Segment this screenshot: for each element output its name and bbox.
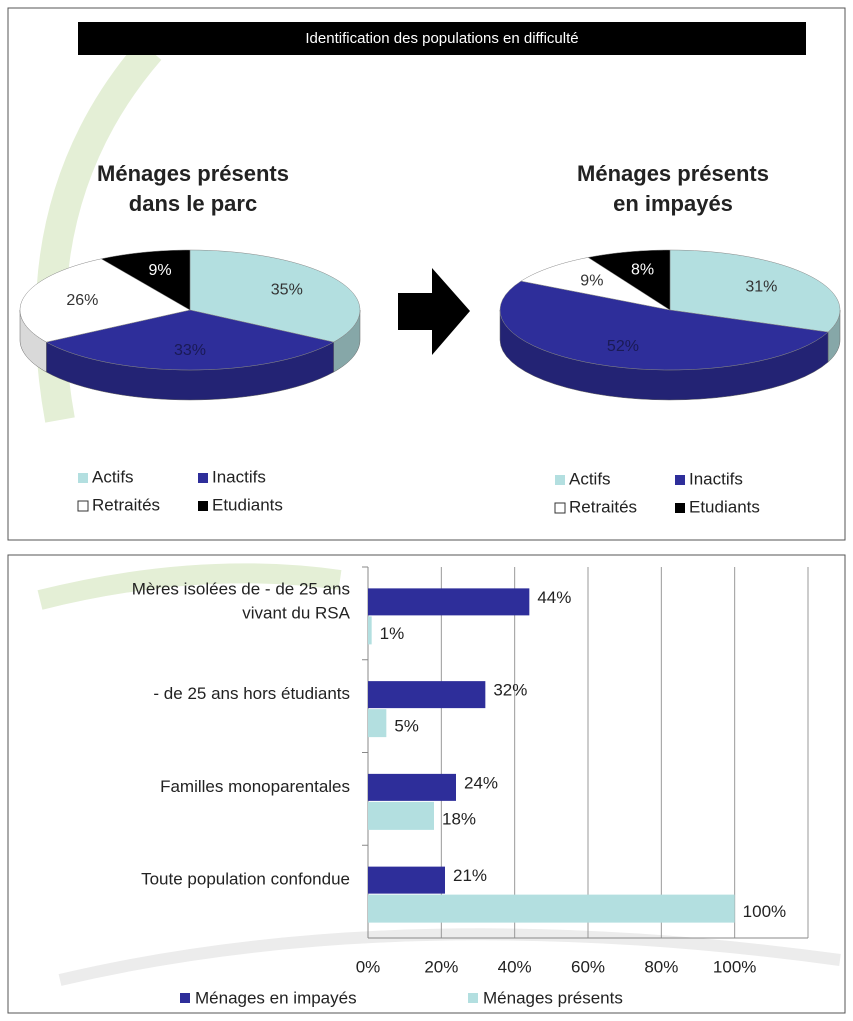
pie-value-label: 8%: [631, 262, 654, 279]
x-tick-label: 80%: [644, 957, 678, 976]
pie-value-label: 9%: [580, 272, 603, 289]
legend-swatch: [78, 473, 88, 483]
bar-value-label: 21%: [453, 866, 487, 885]
legend-swatch: [77, 500, 89, 512]
bar: [368, 801, 434, 830]
bar-value-label: 5%: [394, 717, 419, 736]
bar: [368, 681, 486, 709]
legend-swatch: [675, 503, 685, 513]
legend-swatch: [554, 502, 566, 514]
pie-slice: [189, 249, 361, 343]
pie-title: en impayés: [613, 191, 733, 216]
legend-label: Actifs: [569, 469, 611, 488]
legend-swatch: [180, 993, 190, 1003]
y-tick-label: - de 25 ans hors étudiants: [153, 685, 350, 704]
bar-value-label: 100%: [743, 902, 786, 921]
bar-value-label: 24%: [464, 773, 498, 792]
x-tick-label: 20%: [424, 957, 458, 976]
y-tick-label: Mères isolées de - de 25 ans vivant du RS…: [132, 580, 351, 623]
bar: [368, 773, 456, 801]
pie-value-label: 26%: [66, 292, 98, 309]
pie-slice: [499, 280, 829, 371]
header-title: Identification des populations en diffic…: [305, 30, 578, 47]
pie-slice: [100, 249, 191, 311]
pie-slice: [19, 258, 191, 343]
legend-label: Retraités: [92, 495, 160, 514]
bar-value-label: 18%: [442, 809, 476, 828]
bar: [368, 894, 735, 923]
pie-value-label: 9%: [148, 262, 171, 279]
pie-value-label: 35%: [271, 282, 303, 299]
legend-label: Etudiants: [212, 495, 283, 514]
legend-swatch: [198, 473, 208, 483]
y-tick-label: Toute population confondue: [141, 870, 350, 889]
legend-swatch: [675, 475, 685, 485]
arrow: [398, 268, 470, 355]
bar: [368, 709, 387, 738]
y-tick-label: Familles monoparentales: [160, 777, 350, 796]
legend-label: Inactifs: [689, 469, 743, 488]
pie-value-label: 31%: [745, 278, 777, 295]
pie-slice: [587, 249, 671, 311]
pie-title: Ménages présents: [577, 161, 769, 186]
bar: [368, 866, 445, 894]
pie-title: dans le parc: [129, 191, 257, 216]
legend-swatch: [555, 475, 565, 485]
legend-label: Inactifs: [212, 467, 266, 486]
x-tick-label: 60%: [571, 957, 605, 976]
legend-label: Ménages présents: [483, 988, 623, 1007]
legend-swatch: [468, 993, 478, 1003]
bar-value-label: 1%: [380, 624, 405, 643]
legend-label: Etudiants: [689, 497, 760, 516]
pie-slice: [520, 257, 671, 311]
x-tick-label: 40%: [498, 957, 532, 976]
pie-value-label: 52%: [607, 338, 639, 355]
title-bar: [78, 22, 806, 55]
legend-label: Ménages en impayés: [195, 988, 357, 1007]
x-tick-label: 100%: [713, 957, 756, 976]
legend-label: Retraités: [569, 497, 637, 516]
decor-swoosh: [58, 928, 841, 986]
pie-title: Ménages présents: [97, 161, 289, 186]
legend-label: Actifs: [92, 467, 134, 486]
legend-swatch: [198, 501, 208, 511]
pie-value-label: 33%: [174, 342, 206, 359]
bar: [368, 616, 372, 645]
pie-slice: [45, 309, 335, 371]
bar: [368, 588, 530, 616]
decor-swoosh: [37, 563, 342, 610]
bar-value-label: 44%: [537, 588, 571, 607]
bar-value-label: 32%: [493, 681, 527, 700]
pie-slice: [669, 249, 841, 333]
x-tick-label: 0%: [356, 957, 381, 976]
